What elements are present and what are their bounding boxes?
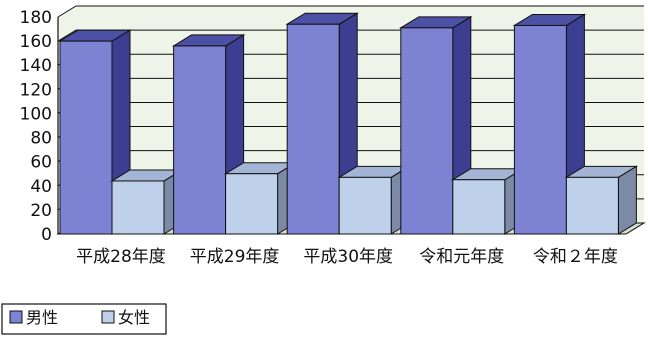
bar-female-4: [564, 165, 639, 235]
bar-female-1: [223, 161, 298, 235]
y-tick-label: 100: [20, 104, 52, 124]
gridline: [57, 5, 644, 18]
bar-male-1: [171, 34, 246, 235]
x-category-label: 令和２年度: [533, 247, 618, 267]
y-tick-label: 60: [30, 153, 52, 173]
y-tick-label: 40: [30, 177, 52, 197]
legend-label-male: 男性: [26, 308, 58, 327]
y-tick-label: 20: [30, 201, 52, 221]
x-axis-labels: 平成28年度 平成29年度 平成30年度 令和元年度 令和２年度: [76, 247, 618, 267]
legend-swatch-male: [9, 310, 23, 324]
y-tick-label: 0: [41, 225, 52, 245]
y-tick-label: 160: [20, 32, 52, 52]
x-category-label: 令和元年度: [419, 247, 504, 267]
legend-swatch-female: [101, 310, 115, 324]
y-axis-ticks: 0 20 40 60 80 100 120 140 160 180: [20, 8, 52, 245]
x-category-label: 平成29年度: [190, 247, 280, 267]
legend-box: [1, 303, 167, 335]
y-tick-label: 120: [20, 80, 52, 100]
y-tick-label: 80: [30, 129, 52, 149]
bar-female-3: [451, 167, 525, 235]
legend: 男性 女性: [1, 303, 167, 335]
bars: [58, 12, 639, 235]
legend-label-female: 女性: [118, 308, 150, 327]
x-category-label: 平成30年度: [303, 247, 393, 267]
y-tick-label: 140: [20, 56, 52, 76]
bar-female-2: [337, 165, 411, 235]
y-tick-label: 180: [20, 8, 52, 28]
x-category-label: 平成28年度: [76, 247, 166, 267]
bar-female-0: [110, 169, 184, 235]
